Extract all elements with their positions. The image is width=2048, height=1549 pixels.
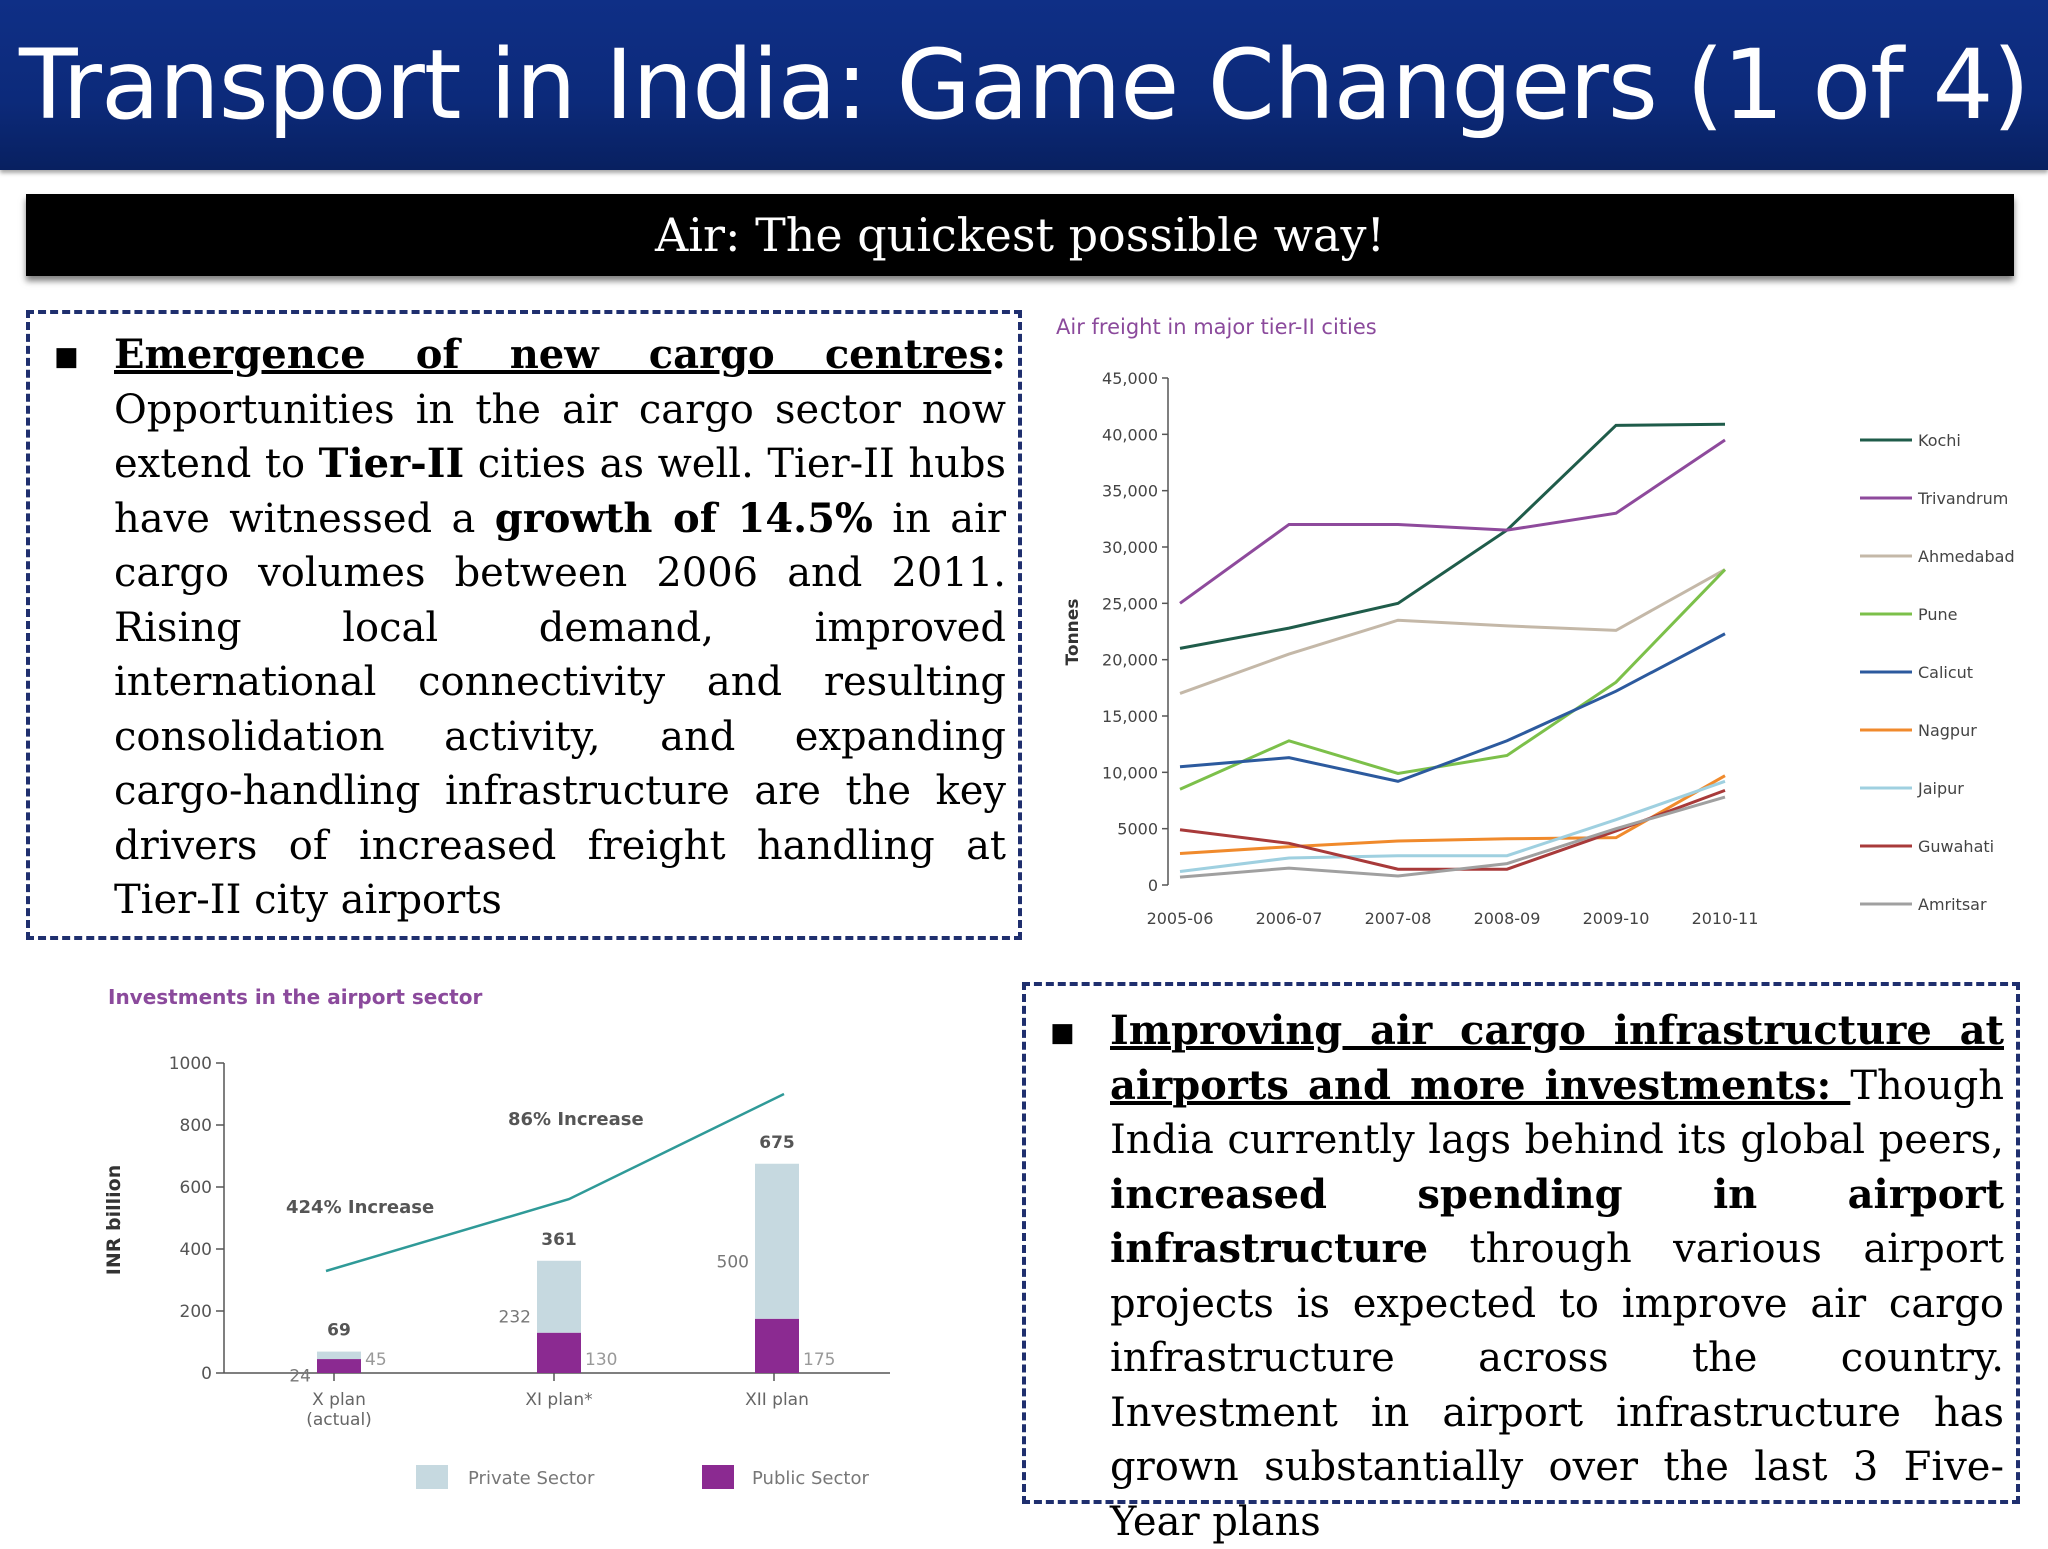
bar-private-sector (537, 1260, 581, 1333)
legend-label: Calicut (1918, 663, 1973, 682)
y-tick-label: 20,000 (1102, 651, 1158, 670)
y-tick-label: 35,000 (1102, 482, 1158, 501)
growth-trend-line (325, 1092, 785, 1273)
y-axis-label: Tonnes (1063, 599, 1083, 666)
investments-box: ■ Improving air cargo infrastructure at … (1022, 982, 2020, 1545)
y-tick-label: 1000 (169, 1054, 212, 1074)
y-tick-label: 0 (201, 1364, 212, 1384)
text-segment: Though India currently lags behind its g… (1110, 1062, 2004, 1164)
x-tick-label: (actual) (306, 1410, 372, 1430)
bar-private-sector (317, 1351, 361, 1360)
legend-label: Nagpur (1918, 721, 1977, 740)
legend-label: Ahmedabad (1918, 547, 2015, 566)
slide-title: Transport in India: Game Changers (1 of … (19, 29, 2030, 141)
x-tick-label: 2006-07 (1256, 909, 1323, 928)
bold-segment: Tier-II (318, 440, 465, 487)
series-line-calicut (1179, 632, 1726, 783)
trend-label: 86% Increase (508, 1109, 644, 1130)
data-label-total: 361 (541, 1230, 577, 1250)
x-tick-label: 2008-09 (1474, 909, 1541, 928)
x-tick-label: 2010-11 (1692, 909, 1759, 928)
series-line-guwahati (1179, 788, 1726, 871)
data-label-total: 69 (327, 1321, 351, 1341)
trend-label: 424% Increase (286, 1197, 434, 1218)
text-segment: cities as well. Tier-II hubs have witnes… (114, 441, 1006, 542)
title-bar: Transport in India: Game Changers (1 of … (0, 0, 2048, 170)
y-tick-label: 30,000 (1102, 538, 1158, 557)
investments-heading: Improving air cargo infrastructure at ai… (1110, 1007, 2004, 1109)
series-line-amritsar (1179, 795, 1726, 879)
y-tick-label: 800 (180, 1116, 212, 1136)
bar-public-sector (317, 1359, 361, 1373)
bar-public-sector (537, 1332, 581, 1373)
series-line-pune (1179, 568, 1727, 791)
investments-bullet: ■ Improving air cargo infrastructure at … (1050, 1004, 2004, 1549)
legend-label: Public Sector (752, 1468, 869, 1489)
bullet-square-icon: ■ (54, 342, 79, 372)
text-segment: in air cargo volumes between 2006 and 20… (114, 495, 1006, 924)
legend-label: Private Sector (468, 1468, 595, 1489)
data-label-private: 232 (499, 1308, 531, 1328)
y-tick-label: 600 (180, 1178, 212, 1198)
legend-label: Guwahati (1918, 837, 1994, 856)
y-tick-label: 400 (180, 1240, 212, 1260)
bar-private-sector (755, 1163, 799, 1319)
y-tick-label: 45,000 (1102, 369, 1158, 388)
airport-investment-chart-svg: Investments in the airport sector 0 200 400… (103, 985, 890, 1489)
y-tick-label: 0 (1148, 876, 1158, 895)
legend-label: Kochi (1918, 431, 1961, 450)
investments-text: Improving air cargo infrastructure at ai… (1110, 1004, 2004, 1549)
air-freight-chart: Air freight in major tier-II cities 0 5000… (1040, 300, 2040, 940)
legend-label: Pune (1918, 605, 1958, 624)
cargo-centres-bullet: ■ Emergence of new cargo centres: Opport… (54, 328, 1006, 928)
bullet-square-icon: ■ (1050, 1018, 1075, 1048)
x-tick-label: 2009-10 (1583, 909, 1650, 928)
legend-swatch (416, 1465, 448, 1489)
series-line-nagpur (1179, 774, 1726, 855)
legend-label: Amritsar (1918, 895, 1987, 914)
data-label-public: 45 (365, 1350, 387, 1370)
air-freight-chart-svg: Air freight in major tier-II cities 0 5000… (1056, 315, 2015, 928)
legend-swatch (702, 1465, 734, 1489)
cargo-centres-box: ■ Emergence of new cargo centres: Opport… (26, 310, 1022, 940)
data-label-total: 675 (759, 1133, 795, 1153)
series-line-kochi (1179, 422, 1726, 650)
series-line-jaipur (1179, 779, 1726, 873)
section-header: Air: The quickest possible way! (26, 194, 2014, 276)
data-label-private: 24 (289, 1366, 311, 1386)
text-segment: through various airport projects is expe… (1110, 1226, 2004, 1545)
data-label-public: 175 (803, 1350, 835, 1370)
y-tick-label: 40,000 (1102, 425, 1158, 444)
bar-public-sector (755, 1318, 799, 1373)
cargo-centres-text: Emergence of new cargo centres: Opportun… (114, 328, 1006, 928)
x-tick-label: XII plan (745, 1390, 809, 1410)
legend-label: Trivandrum (1917, 489, 2008, 508)
y-tick-label: 25,000 (1102, 594, 1158, 613)
text-segment: Opportunities in the air cargo sector no… (114, 386, 1006, 488)
y-axis-label: INR billion (103, 1165, 125, 1275)
data-label-public: 130 (585, 1350, 617, 1370)
x-tick-label: X plan (312, 1390, 366, 1410)
cargo-centres-heading: Emergence of new cargo centres (114, 331, 992, 378)
series-line-trivandrum (1179, 438, 1726, 605)
series-line-ahmedabad (1179, 568, 1726, 695)
data-label-private: 500 (717, 1252, 749, 1272)
x-tick-label: 2005-06 (1147, 909, 1214, 928)
bold-segment: increased spending in airport infrastruc… (1110, 1170, 2004, 1273)
heading-colon: : (991, 331, 1006, 378)
y-tick-label: 5000 (1117, 820, 1158, 839)
bold-segment: growth of 14.5% (494, 494, 873, 542)
legend-label: Jaipur (1917, 779, 1964, 798)
chart-title: Air freight in major tier-II cities (1056, 315, 1377, 339)
y-tick-label: 10,000 (1102, 763, 1158, 782)
airport-investment-chart: Investments in the airport sector 0 200 400… (90, 960, 910, 1520)
y-tick-label: 200 (180, 1302, 212, 1322)
x-tick-label: XI plan* (525, 1390, 592, 1410)
x-tick-label: 2007-08 (1365, 909, 1432, 928)
y-tick-label: 15,000 (1102, 707, 1158, 726)
chart-title: Investments in the airport sector (108, 985, 482, 1009)
